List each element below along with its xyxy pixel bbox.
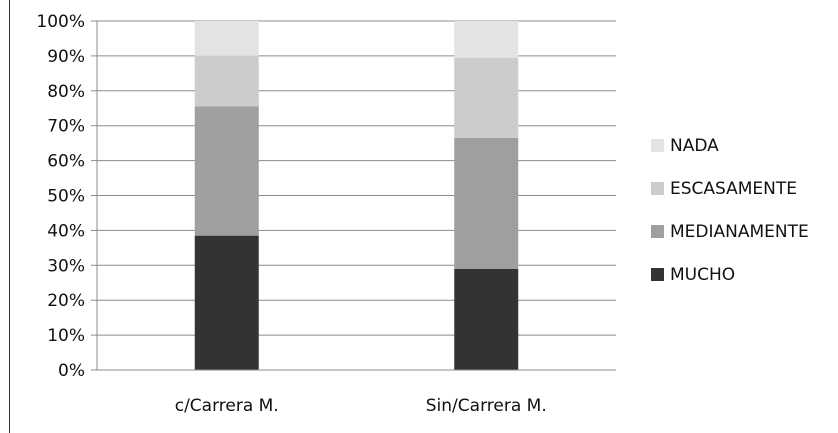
y-tick-label: 30% xyxy=(47,256,85,276)
bar-segment xyxy=(454,21,519,58)
legend-swatch xyxy=(651,139,664,152)
y-tick-label: 50% xyxy=(47,187,85,207)
legend-label: ESCASAMENTE xyxy=(670,179,797,199)
y-tick-label: 40% xyxy=(47,221,85,241)
legend-label: NADA xyxy=(670,136,719,156)
bar-segment xyxy=(194,21,259,56)
y-tick-label: 60% xyxy=(47,152,85,172)
legend-label: MUCHO xyxy=(670,265,735,285)
x-tick-label: Sin/Carrera M. xyxy=(426,396,547,416)
y-tick-label: 90% xyxy=(47,47,85,67)
left-border xyxy=(9,0,10,433)
legend-label: MEDIANAMENTE xyxy=(670,222,809,242)
y-tick-label: 100% xyxy=(36,12,85,32)
bar-segment xyxy=(194,106,259,236)
bar-segment xyxy=(454,268,519,370)
bar-segment xyxy=(454,57,519,138)
bar-segment xyxy=(194,235,259,370)
y-tick-label: 70% xyxy=(47,117,85,137)
legend-swatch xyxy=(651,182,664,195)
y-tick-label: 20% xyxy=(47,291,85,311)
bar-segment xyxy=(194,55,259,107)
bar-segment xyxy=(454,137,519,269)
y-tick-label: 10% xyxy=(47,326,85,346)
x-tick-label: c/Carrera M. xyxy=(175,396,279,416)
legend-swatch xyxy=(651,268,664,281)
legend-swatch xyxy=(651,225,664,238)
y-tick-label: 0% xyxy=(58,361,85,381)
y-tick-label: 80% xyxy=(47,82,85,102)
